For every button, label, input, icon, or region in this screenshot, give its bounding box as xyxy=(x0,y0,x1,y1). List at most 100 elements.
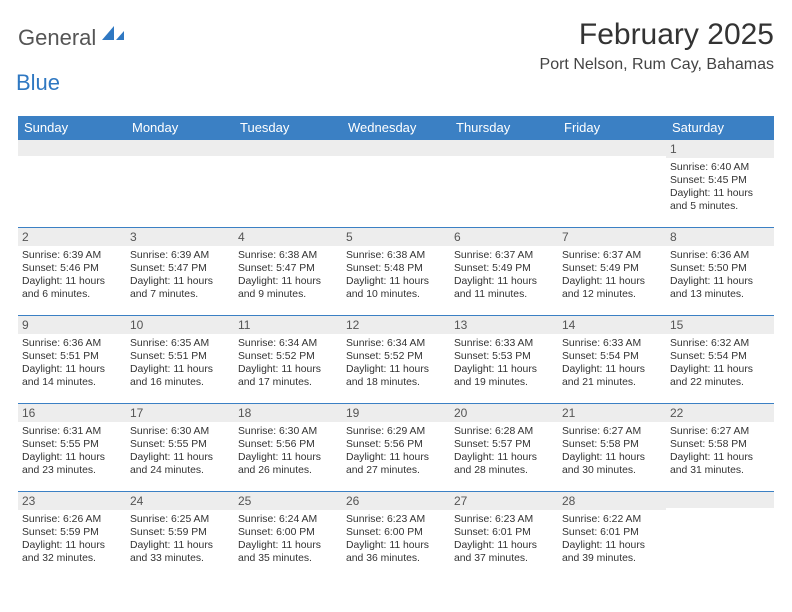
day-number: 21 xyxy=(558,404,666,422)
daylight-text: Daylight: 11 hours and 22 minutes. xyxy=(670,363,770,389)
sunset-text: Sunset: 5:52 PM xyxy=(346,350,446,363)
day-details: Sunrise: 6:33 AMSunset: 5:53 PMDaylight:… xyxy=(450,334,558,391)
day-details: Sunrise: 6:40 AMSunset: 5:45 PMDaylight:… xyxy=(666,158,774,215)
sunrise-text: Sunrise: 6:28 AM xyxy=(454,425,554,438)
daylight-text: Daylight: 11 hours and 19 minutes. xyxy=(454,363,554,389)
daylight-text: Daylight: 11 hours and 31 minutes. xyxy=(670,451,770,477)
daylight-text: Daylight: 11 hours and 11 minutes. xyxy=(454,275,554,301)
sunset-text: Sunset: 5:50 PM xyxy=(670,262,770,275)
daylight-text: Daylight: 11 hours and 39 minutes. xyxy=(562,539,662,565)
calendar-day-cell: 5Sunrise: 6:38 AMSunset: 5:48 PMDaylight… xyxy=(342,228,450,316)
month-title: February 2025 xyxy=(540,18,774,52)
logo-word-blue: Blue xyxy=(16,70,60,95)
day-number: 16 xyxy=(18,404,126,422)
day-details: Sunrise: 6:34 AMSunset: 5:52 PMDaylight:… xyxy=(342,334,450,391)
day-details: Sunrise: 6:39 AMSunset: 5:47 PMDaylight:… xyxy=(126,246,234,303)
title-block: February 2025 Port Nelson, Rum Cay, Baha… xyxy=(540,18,774,74)
calendar-day-cell: 21Sunrise: 6:27 AMSunset: 5:58 PMDayligh… xyxy=(558,404,666,492)
sunrise-text: Sunrise: 6:32 AM xyxy=(670,337,770,350)
sunset-text: Sunset: 5:51 PM xyxy=(22,350,122,363)
sunrise-text: Sunrise: 6:27 AM xyxy=(562,425,662,438)
day-details: Sunrise: 6:38 AMSunset: 5:47 PMDaylight:… xyxy=(234,246,342,303)
daylight-text: Daylight: 11 hours and 18 minutes. xyxy=(346,363,446,389)
weekday-header: Thursday xyxy=(450,116,558,140)
sunset-text: Sunset: 5:54 PM xyxy=(562,350,662,363)
daylight-text: Daylight: 11 hours and 26 minutes. xyxy=(238,451,338,477)
sunrise-text: Sunrise: 6:26 AM xyxy=(22,513,122,526)
calendar-day-cell: 26Sunrise: 6:23 AMSunset: 6:00 PMDayligh… xyxy=(342,492,450,580)
daylight-text: Daylight: 11 hours and 30 minutes. xyxy=(562,451,662,477)
day-number: 13 xyxy=(450,316,558,334)
day-number: 18 xyxy=(234,404,342,422)
sunrise-text: Sunrise: 6:36 AM xyxy=(670,249,770,262)
day-details: Sunrise: 6:26 AMSunset: 5:59 PMDaylight:… xyxy=(18,510,126,567)
sunset-text: Sunset: 5:52 PM xyxy=(238,350,338,363)
sunset-text: Sunset: 6:00 PM xyxy=(238,526,338,539)
day-details: Sunrise: 6:36 AMSunset: 5:50 PMDaylight:… xyxy=(666,246,774,303)
sunset-text: Sunset: 5:45 PM xyxy=(670,174,770,187)
sunset-text: Sunset: 5:49 PM xyxy=(454,262,554,275)
calendar-day-cell xyxy=(126,140,234,228)
daylight-text: Daylight: 11 hours and 27 minutes. xyxy=(346,451,446,477)
sunrise-text: Sunrise: 6:23 AM xyxy=(346,513,446,526)
sunrise-text: Sunrise: 6:36 AM xyxy=(22,337,122,350)
day-details: Sunrise: 6:22 AMSunset: 6:01 PMDaylight:… xyxy=(558,510,666,567)
weekday-header: Sunday xyxy=(18,116,126,140)
calendar-day-cell xyxy=(342,140,450,228)
calendar-day-cell: 16Sunrise: 6:31 AMSunset: 5:55 PMDayligh… xyxy=(18,404,126,492)
weekday-header: Saturday xyxy=(666,116,774,140)
sunset-text: Sunset: 6:01 PM xyxy=(562,526,662,539)
day-details: Sunrise: 6:32 AMSunset: 5:54 PMDaylight:… xyxy=(666,334,774,391)
day-details: Sunrise: 6:27 AMSunset: 5:58 PMDaylight:… xyxy=(558,422,666,479)
calendar-table: Sunday Monday Tuesday Wednesday Thursday… xyxy=(18,116,774,580)
day-number: 20 xyxy=(450,404,558,422)
calendar-week-row: 9Sunrise: 6:36 AMSunset: 5:51 PMDaylight… xyxy=(18,316,774,404)
sunrise-text: Sunrise: 6:38 AM xyxy=(346,249,446,262)
daylight-text: Daylight: 11 hours and 35 minutes. xyxy=(238,539,338,565)
day-details: Sunrise: 6:38 AMSunset: 5:48 PMDaylight:… xyxy=(342,246,450,303)
calendar-day-cell: 3Sunrise: 6:39 AMSunset: 5:47 PMDaylight… xyxy=(126,228,234,316)
weekday-header-row: Sunday Monday Tuesday Wednesday Thursday… xyxy=(18,116,774,140)
day-details: Sunrise: 6:23 AMSunset: 6:01 PMDaylight:… xyxy=(450,510,558,567)
day-details: Sunrise: 6:39 AMSunset: 5:46 PMDaylight:… xyxy=(18,246,126,303)
day-details: Sunrise: 6:34 AMSunset: 5:52 PMDaylight:… xyxy=(234,334,342,391)
day-number: 28 xyxy=(558,492,666,510)
sunset-text: Sunset: 5:57 PM xyxy=(454,438,554,451)
sunset-text: Sunset: 5:59 PM xyxy=(22,526,122,539)
calendar-day-cell: 25Sunrise: 6:24 AMSunset: 6:00 PMDayligh… xyxy=(234,492,342,580)
daylight-text: Daylight: 11 hours and 12 minutes. xyxy=(562,275,662,301)
sunrise-text: Sunrise: 6:24 AM xyxy=(238,513,338,526)
calendar-day-cell: 6Sunrise: 6:37 AMSunset: 5:49 PMDaylight… xyxy=(450,228,558,316)
daylight-text: Daylight: 11 hours and 5 minutes. xyxy=(670,187,770,213)
day-details: Sunrise: 6:25 AMSunset: 5:59 PMDaylight:… xyxy=(126,510,234,567)
calendar-week-row: 2Sunrise: 6:39 AMSunset: 5:46 PMDaylight… xyxy=(18,228,774,316)
day-number xyxy=(666,492,774,508)
day-number xyxy=(558,140,666,156)
calendar-day-cell: 24Sunrise: 6:25 AMSunset: 5:59 PMDayligh… xyxy=(126,492,234,580)
day-number xyxy=(342,140,450,156)
weekday-header: Friday xyxy=(558,116,666,140)
sunset-text: Sunset: 5:55 PM xyxy=(130,438,230,451)
day-details: Sunrise: 6:33 AMSunset: 5:54 PMDaylight:… xyxy=(558,334,666,391)
sunset-text: Sunset: 5:47 PM xyxy=(238,262,338,275)
daylight-text: Daylight: 11 hours and 10 minutes. xyxy=(346,275,446,301)
sunrise-text: Sunrise: 6:34 AM xyxy=(238,337,338,350)
calendar-week-row: 16Sunrise: 6:31 AMSunset: 5:55 PMDayligh… xyxy=(18,404,774,492)
sunset-text: Sunset: 5:53 PM xyxy=(454,350,554,363)
day-details: Sunrise: 6:30 AMSunset: 5:56 PMDaylight:… xyxy=(234,422,342,479)
calendar-day-cell: 27Sunrise: 6:23 AMSunset: 6:01 PMDayligh… xyxy=(450,492,558,580)
weekday-header: Monday xyxy=(126,116,234,140)
calendar-day-cell: 28Sunrise: 6:22 AMSunset: 6:01 PMDayligh… xyxy=(558,492,666,580)
day-number: 22 xyxy=(666,404,774,422)
sunrise-text: Sunrise: 6:33 AM xyxy=(562,337,662,350)
day-details: Sunrise: 6:35 AMSunset: 5:51 PMDaylight:… xyxy=(126,334,234,391)
sunset-text: Sunset: 5:54 PM xyxy=(670,350,770,363)
calendar-day-cell: 11Sunrise: 6:34 AMSunset: 5:52 PMDayligh… xyxy=(234,316,342,404)
daylight-text: Daylight: 11 hours and 28 minutes. xyxy=(454,451,554,477)
day-number: 24 xyxy=(126,492,234,510)
day-details: Sunrise: 6:27 AMSunset: 5:58 PMDaylight:… xyxy=(666,422,774,479)
sunset-text: Sunset: 5:46 PM xyxy=(22,262,122,275)
day-number: 23 xyxy=(18,492,126,510)
sunrise-text: Sunrise: 6:38 AM xyxy=(238,249,338,262)
daylight-text: Daylight: 11 hours and 33 minutes. xyxy=(130,539,230,565)
